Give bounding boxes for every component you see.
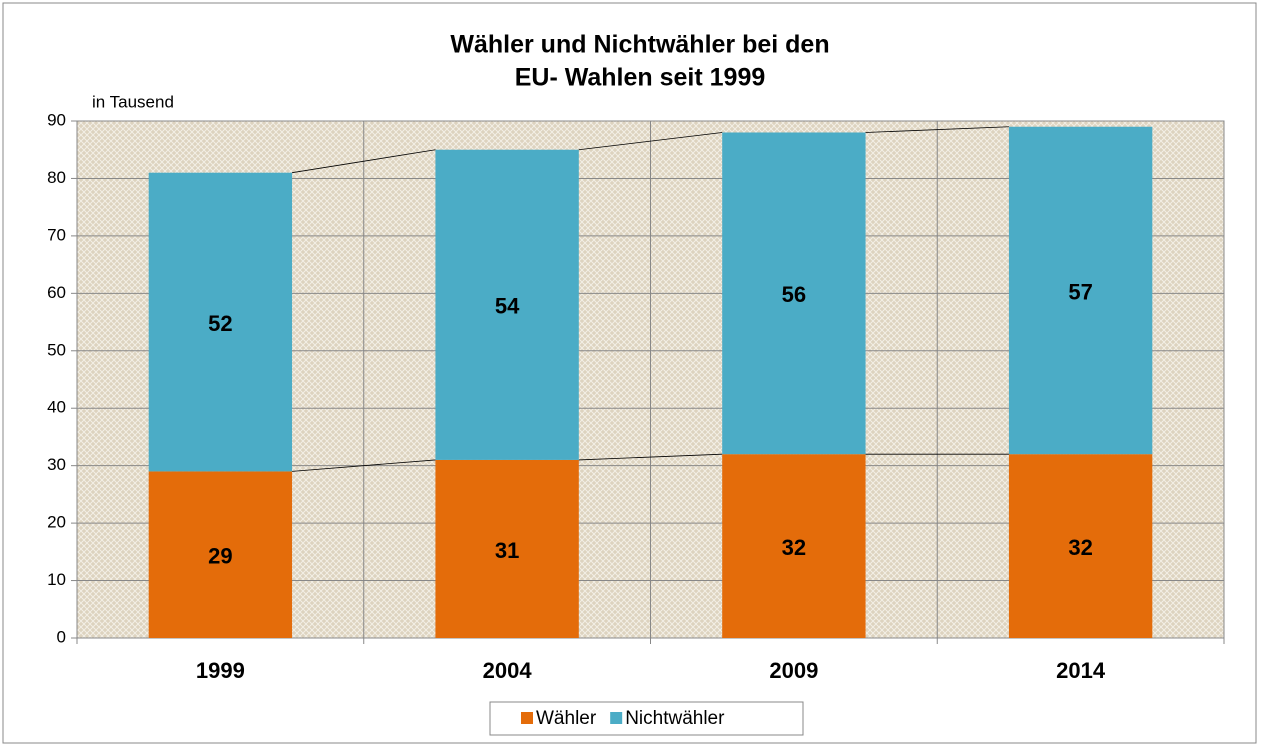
data-label: 31 [495, 538, 519, 563]
y-tick-label: 70 [47, 225, 66, 244]
y-tick-label: 80 [47, 168, 66, 187]
series-line [865, 126, 1009, 133]
chart-title: EU- Wahlen seit 1999 [515, 64, 766, 92]
bar-segment [1008, 454, 1153, 638]
y-tick-label: 90 [47, 110, 66, 129]
legend-label: Nichtwähler [625, 708, 725, 729]
bar-segment [435, 149, 579, 460]
data-label: 29 [208, 544, 232, 569]
bar-segment [722, 454, 866, 638]
y-tick-label: 10 [47, 570, 66, 589]
legend-label: Wähler [536, 708, 597, 729]
y-tick-label: 50 [47, 340, 66, 359]
series-line [291, 149, 436, 174]
bar-segment [435, 459, 579, 638]
y-tick-label: 40 [47, 398, 66, 417]
data-label: 56 [782, 282, 806, 307]
series-line [578, 453, 723, 461]
legend [489, 701, 804, 736]
data-label: 32 [1068, 535, 1092, 560]
legend-swatch [610, 712, 623, 724]
x-tick-label: 1999 [196, 658, 245, 683]
y-tick-label: 60 [47, 283, 66, 302]
bar-segment [722, 132, 866, 455]
y-tick-label: 20 [47, 513, 66, 532]
y-tick-label: 30 [47, 455, 66, 474]
bar-segment [148, 172, 293, 472]
y-tick-label: 0 [57, 627, 66, 646]
bar-segment [1008, 126, 1153, 455]
data-label: 32 [782, 535, 806, 560]
series-line [578, 132, 723, 151]
x-tick-label: 2004 [483, 658, 533, 683]
chart-title: Wähler und Nichtwähler bei den [450, 31, 829, 59]
x-tick-label: 2009 [769, 658, 818, 683]
y-axis-label: in Tausend [92, 92, 174, 111]
data-label: 57 [1068, 279, 1092, 304]
bar-segment [148, 471, 293, 638]
x-tick-label: 2014 [1056, 658, 1106, 683]
data-label: 52 [208, 311, 232, 336]
legend-swatch [521, 712, 533, 724]
series-line [292, 459, 436, 472]
data-label: 54 [495, 294, 520, 319]
